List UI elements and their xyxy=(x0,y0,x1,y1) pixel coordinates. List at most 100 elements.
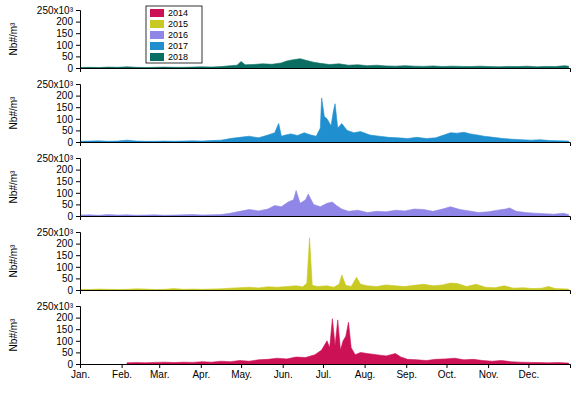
y-tick-mark xyxy=(76,364,80,365)
legend-swatch xyxy=(150,42,164,50)
y-tick: 0 xyxy=(67,211,80,222)
y-tick-mark xyxy=(76,306,80,307)
y-tick-mark xyxy=(76,33,80,34)
y-tick: 0 xyxy=(67,359,80,370)
x-tick: Jul. xyxy=(316,364,332,380)
y-tick-mark xyxy=(76,45,80,46)
panel: 050100150200250x10³Nb#/m³ xyxy=(8,79,571,148)
y-tick-mark xyxy=(76,142,80,143)
y-tick: 100 xyxy=(56,336,80,347)
y-tick-mark xyxy=(76,10,80,11)
y-axis: 050100150200250x10³ xyxy=(37,301,81,370)
y-tick: 200 xyxy=(56,238,80,249)
y-tick-label: 0 xyxy=(67,211,73,222)
x-tick-label: Jun. xyxy=(274,369,293,380)
y-tick-label: 100 xyxy=(56,40,73,51)
x-tick-label: Mar. xyxy=(150,369,169,380)
x-tick-mark xyxy=(323,364,324,368)
y-tick-mark xyxy=(76,216,80,217)
y-axis-title: Nb#/m³ xyxy=(8,22,19,55)
y-tick-mark xyxy=(76,204,80,205)
x-tick-label: Nov. xyxy=(479,369,499,380)
y-tick-mark xyxy=(76,341,80,342)
x-tick: Aug. xyxy=(355,364,376,380)
x-tick-mark xyxy=(122,364,123,368)
y-tick: 200 xyxy=(56,16,80,27)
x-tick-label: Apr. xyxy=(192,369,210,380)
y-tick-label: 0 xyxy=(67,359,73,370)
figure: 050100150200250x10³Nb#/m³201420152016201… xyxy=(0,0,576,394)
y-tick-mark xyxy=(76,267,80,268)
y-tick-label: 200 xyxy=(56,90,73,101)
x-tick: Sep. xyxy=(396,364,417,380)
y-tick-label: 200 xyxy=(56,312,73,323)
y-tick-label: 150 xyxy=(56,250,73,261)
x-tick-mark xyxy=(528,364,529,368)
y-tick-mark xyxy=(76,278,80,279)
y-axis-line xyxy=(76,11,81,69)
x-tick-mark xyxy=(159,364,160,368)
x-axis-line xyxy=(81,69,571,73)
x-tick-mark xyxy=(488,364,489,368)
y-tick-label: 150 xyxy=(56,324,73,335)
y-tick: 150 xyxy=(56,324,80,335)
x-tick: Apr. xyxy=(192,364,210,380)
panel: 050100150200250x10³Jan.Feb.Mar.Apr.May.J… xyxy=(8,301,571,380)
plot-area xyxy=(127,319,569,364)
legend-swatch xyxy=(150,31,164,39)
legend-label: 2018 xyxy=(168,52,188,62)
y-tick: 100 xyxy=(56,40,80,51)
x-axis xyxy=(81,217,571,221)
y-tick-label: 50 xyxy=(62,347,74,358)
x-tick: May. xyxy=(231,364,252,380)
x-tick-label: Jul. xyxy=(316,369,332,380)
y-tick: 50 xyxy=(62,273,80,284)
legend-swatch xyxy=(150,53,164,61)
y-tick-mark xyxy=(76,130,80,131)
x-tick: Feb. xyxy=(112,364,132,380)
x-axis xyxy=(81,291,571,295)
y-axis-title: Nb#/m³ xyxy=(8,318,19,351)
y-tick: 0 xyxy=(67,137,80,148)
legend-swatch xyxy=(150,20,164,28)
x-tick-label: Aug. xyxy=(355,369,376,380)
x-tick-mark xyxy=(406,364,407,368)
y-tick: 100 xyxy=(56,262,80,273)
y-axis: 050100150200250x10³ xyxy=(37,5,81,74)
y-tick: 200 xyxy=(56,90,80,101)
y-tick: 50 xyxy=(62,347,80,358)
y-tick-label: 50 xyxy=(62,51,74,62)
y-tick-mark xyxy=(76,22,80,23)
y-tick-label: 50 xyxy=(62,199,74,210)
y-tick-mark xyxy=(76,84,80,85)
legend-label: 2016 xyxy=(168,30,188,40)
y-axis-title: Nb#/m³ xyxy=(8,96,19,129)
y-tick-label: 250x10³ xyxy=(37,301,74,312)
x-tick-mark xyxy=(80,364,81,368)
y-tick-label: 0 xyxy=(67,137,73,148)
y-tick: 250x10³ xyxy=(37,79,80,90)
y-tick: 150 xyxy=(56,176,80,187)
y-tick-mark xyxy=(76,107,80,108)
legend-label: 2015 xyxy=(168,19,188,29)
x-tick-label: Dec. xyxy=(519,369,540,380)
x-tick-mark xyxy=(446,364,447,368)
y-tick-label: 0 xyxy=(67,63,73,74)
y-tick-mark xyxy=(76,352,80,353)
x-axis-line xyxy=(81,291,571,295)
area xyxy=(127,319,569,364)
y-tick-label: 200 xyxy=(56,16,73,27)
y-tick-label: 50 xyxy=(62,273,74,284)
x-axis-line xyxy=(81,143,571,147)
y-tick-mark xyxy=(76,329,80,330)
x-tick-label: May. xyxy=(231,369,252,380)
x-tick-mark xyxy=(365,364,366,368)
y-tick-mark xyxy=(76,290,80,291)
y-tick-label: 50 xyxy=(62,125,74,136)
y-axis-title: Nb#/m³ xyxy=(8,170,19,203)
y-axis-title: Nb#/m³ xyxy=(8,244,19,277)
y-tick: 0 xyxy=(67,63,80,74)
y-tick-mark xyxy=(76,96,80,97)
y-tick-mark xyxy=(76,193,80,194)
y-tick-label: 100 xyxy=(56,188,73,199)
